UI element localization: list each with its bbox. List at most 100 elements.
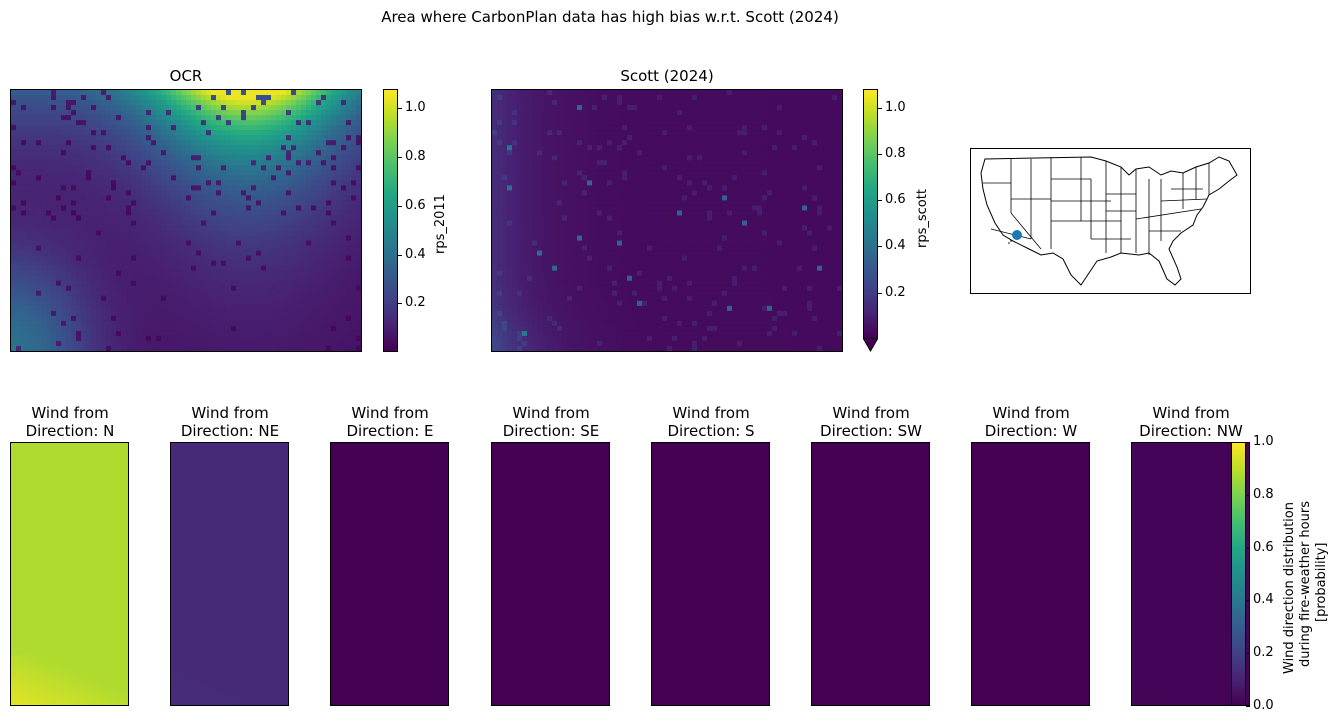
heatmap-cell	[176, 310, 182, 317]
heatmap-cell	[622, 120, 628, 126]
heatmap-cell	[26, 190, 32, 196]
heatmap-cell	[31, 145, 37, 151]
heatmap-cell	[341, 275, 347, 282]
heatmap-cell	[236, 145, 242, 151]
heatmap-cell	[667, 175, 673, 181]
heatmap-cell	[221, 335, 227, 342]
heatmap-cell	[802, 110, 808, 116]
heatmap-cell	[31, 295, 37, 302]
heatmap-cell	[171, 240, 177, 246]
heatmap-cell	[166, 220, 172, 226]
heatmap-cell	[281, 305, 287, 312]
heatmap-cell	[637, 175, 643, 181]
heatmap-cell	[101, 160, 107, 166]
heatmap-cell	[772, 90, 778, 96]
heatmap-cell	[161, 115, 167, 121]
heatmap-cell	[66, 295, 72, 302]
heatmap-cell	[161, 195, 167, 201]
ocr-heatmap-svg	[11, 90, 361, 351]
heatmap-cell	[336, 275, 342, 282]
heatmap-cell	[76, 230, 82, 236]
heatmap-cell	[296, 150, 302, 156]
heatmap-cell	[101, 155, 107, 161]
heatmap-cell	[221, 260, 227, 267]
heatmap-cell	[642, 175, 648, 181]
heatmap-cell	[782, 160, 788, 166]
heatmap-cell	[497, 135, 503, 141]
heatmap-cell	[757, 140, 763, 146]
heatmap-cell	[356, 210, 361, 216]
heatmap-cell	[817, 95, 823, 101]
heatmap-cell	[311, 260, 317, 267]
heatmap-cell	[216, 270, 222, 277]
heatmap-cell	[61, 165, 67, 171]
heatmap-cell	[66, 105, 72, 111]
heatmap-cell	[131, 315, 137, 322]
heatmap-cell	[271, 200, 277, 206]
heatmap-cell	[632, 160, 638, 166]
heatmap-cell	[772, 120, 778, 126]
heatmap-cell	[201, 340, 207, 347]
heatmap-cell	[672, 140, 678, 146]
heatmap-cell	[291, 115, 297, 121]
heatmap-cell	[86, 235, 92, 241]
heatmap-cell	[562, 160, 568, 166]
heatmap-cell	[116, 170, 122, 176]
heatmap-cell	[221, 325, 227, 332]
heatmap-cell	[106, 160, 112, 166]
heatmap-cell	[256, 240, 262, 246]
heatmap-cell	[281, 95, 287, 101]
heatmap-cell	[146, 185, 152, 191]
heatmap-cell	[672, 150, 678, 156]
heatmap-cell	[31, 300, 37, 307]
heatmap-cell	[16, 90, 22, 96]
heatmap-cell	[186, 315, 192, 322]
heatmap-cell	[61, 255, 67, 262]
heatmap-cell	[56, 250, 62, 257]
heatmap-cell	[126, 295, 132, 302]
heatmap-cell	[782, 100, 788, 106]
heatmap-cell	[71, 330, 77, 337]
heatmap-cell	[176, 205, 182, 211]
heatmap-cell	[181, 245, 187, 252]
heatmap-cell	[151, 220, 157, 226]
heatmap-cell	[296, 325, 302, 332]
heatmap-cell	[672, 180, 678, 186]
heatmap-cell	[221, 170, 227, 176]
heatmap-cell	[777, 180, 783, 186]
heatmap-cell	[21, 320, 27, 327]
heatmap-cell	[136, 145, 142, 151]
heatmap-cell	[261, 130, 267, 136]
heatmap-cell	[687, 150, 693, 156]
heatmap-cell	[66, 245, 72, 252]
heatmap-cell	[757, 105, 763, 111]
heatmap-cell	[822, 160, 828, 166]
heatmap-cell	[802, 150, 808, 156]
heatmap-cell	[512, 130, 518, 136]
heatmap-cell	[276, 235, 282, 241]
heatmap-cell	[647, 180, 653, 186]
heatmap-cell	[121, 315, 127, 322]
heatmap-cell	[682, 120, 688, 126]
heatmap-cell	[341, 235, 347, 241]
heatmap-cell	[687, 170, 693, 176]
heatmap-cell	[587, 115, 593, 121]
heatmap-cell	[612, 130, 618, 136]
heatmap-cell	[346, 160, 352, 166]
heatmap-cell	[156, 175, 162, 181]
heatmap-cell	[492, 115, 498, 121]
heatmap-cell	[301, 110, 307, 116]
heatmap-cell	[226, 300, 232, 307]
heatmap-cell	[46, 285, 52, 292]
heatmap-cell	[196, 150, 202, 156]
heatmap-cell	[301, 295, 307, 302]
heatmap-cell	[66, 225, 72, 231]
heatmap-cell	[236, 140, 242, 146]
heatmap-cell	[797, 115, 803, 121]
heatmap-cell	[622, 110, 628, 116]
heatmap-cell	[657, 135, 663, 141]
heatmap-cell	[321, 180, 327, 186]
heatmap-cell	[346, 325, 352, 332]
heatmap-cell	[742, 170, 748, 176]
heatmap-cell	[341, 155, 347, 161]
